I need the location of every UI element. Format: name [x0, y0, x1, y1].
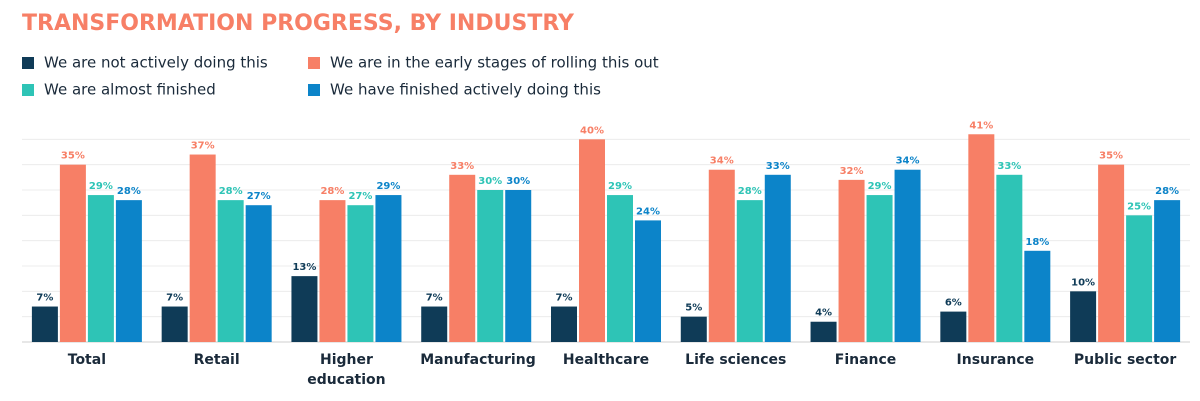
value-label: 28% — [320, 186, 344, 197]
bar — [87, 195, 114, 342]
bar — [375, 195, 402, 342]
value-label: 34% — [896, 156, 920, 167]
legend-label: We are not actively doing this — [44, 54, 268, 72]
x-tick-label: Healthcare — [562, 352, 650, 368]
value-label: 7% — [166, 293, 183, 304]
value-label: 29% — [608, 181, 632, 192]
x-tick-label: Higher education — [307, 352, 386, 388]
bar — [607, 195, 633, 342]
bar — [1024, 250, 1051, 342]
value-label: 35% — [1099, 151, 1123, 162]
legend-swatch — [22, 57, 34, 69]
value-label: 30% — [478, 176, 502, 187]
value-label: 28% — [1155, 186, 1179, 197]
bar — [866, 195, 893, 342]
value-label: 34% — [710, 156, 734, 167]
value-label: 35% — [61, 151, 85, 162]
value-label: 33% — [450, 161, 474, 172]
bar — [59, 164, 86, 342]
legend-label: We are almost finished — [44, 81, 216, 99]
bar — [161, 306, 188, 342]
value-label: 7% — [36, 293, 53, 304]
x-tick-label: Total — [67, 352, 106, 368]
value-label: 7% — [556, 293, 573, 304]
value-label: 37% — [191, 141, 215, 152]
value-label: 27% — [247, 191, 271, 202]
bar — [217, 200, 244, 342]
value-label: 7% — [426, 293, 443, 304]
value-label: 25% — [1127, 201, 1151, 212]
bar — [291, 276, 318, 342]
x-tick-label: Retail — [193, 352, 240, 368]
bar — [1098, 164, 1125, 342]
bar — [579, 139, 605, 342]
bar — [894, 169, 921, 342]
bar — [189, 154, 216, 342]
bar — [810, 321, 837, 342]
value-label: 28% — [738, 186, 762, 197]
value-label: 29% — [89, 181, 113, 192]
value-label: 5% — [685, 303, 702, 314]
bar — [449, 174, 476, 342]
chart-title: TRANSFORMATION PROGRESS, BY INDUSTRY — [22, 11, 575, 36]
bar — [551, 306, 577, 342]
value-label: 41% — [969, 120, 993, 131]
x-tick-label: Manufacturing — [420, 352, 536, 368]
bar — [635, 220, 661, 342]
bar — [1154, 200, 1181, 342]
bar — [940, 311, 967, 342]
value-label: 27% — [348, 191, 372, 202]
bar — [245, 205, 272, 342]
x-tick-label: Finance — [834, 352, 897, 368]
value-label: 10% — [1071, 277, 1095, 288]
bar — [680, 316, 707, 342]
legend-label: We are in the early stages of rolling th… — [330, 54, 659, 72]
value-label: 29% — [376, 181, 400, 192]
bar — [996, 174, 1023, 342]
x-tick-label: Public sector — [1073, 352, 1177, 368]
value-label: 24% — [636, 206, 660, 217]
legend-label: We have finished actively doing this — [330, 81, 601, 99]
bar — [477, 190, 504, 342]
value-label: 40% — [580, 125, 604, 136]
bar — [736, 200, 763, 342]
bar — [421, 306, 448, 342]
bar — [708, 169, 735, 342]
value-label: 4% — [815, 308, 832, 319]
legend-swatch — [22, 84, 34, 96]
value-label: 29% — [868, 181, 892, 192]
bar — [1070, 291, 1097, 342]
legend-swatch — [308, 57, 320, 69]
bar — [319, 200, 346, 342]
value-label: 6% — [945, 298, 962, 309]
bar — [31, 306, 58, 342]
value-label: 18% — [1025, 237, 1049, 248]
bar — [1126, 215, 1153, 342]
value-label: 32% — [840, 166, 864, 177]
bar — [764, 174, 791, 342]
bar — [968, 134, 995, 342]
value-label: 30% — [506, 176, 530, 187]
legend-swatch — [308, 84, 320, 96]
value-label: 33% — [997, 161, 1021, 172]
bar — [347, 205, 374, 342]
value-label: 28% — [219, 186, 243, 197]
value-label: 33% — [766, 161, 790, 172]
x-tick-label: Insurance — [956, 352, 1035, 368]
bar — [115, 200, 142, 342]
bar — [838, 179, 865, 342]
x-tick-label: Life sciences — [685, 352, 787, 368]
value-label: 13% — [292, 262, 316, 273]
value-label: 28% — [117, 186, 141, 197]
bar — [505, 190, 532, 342]
